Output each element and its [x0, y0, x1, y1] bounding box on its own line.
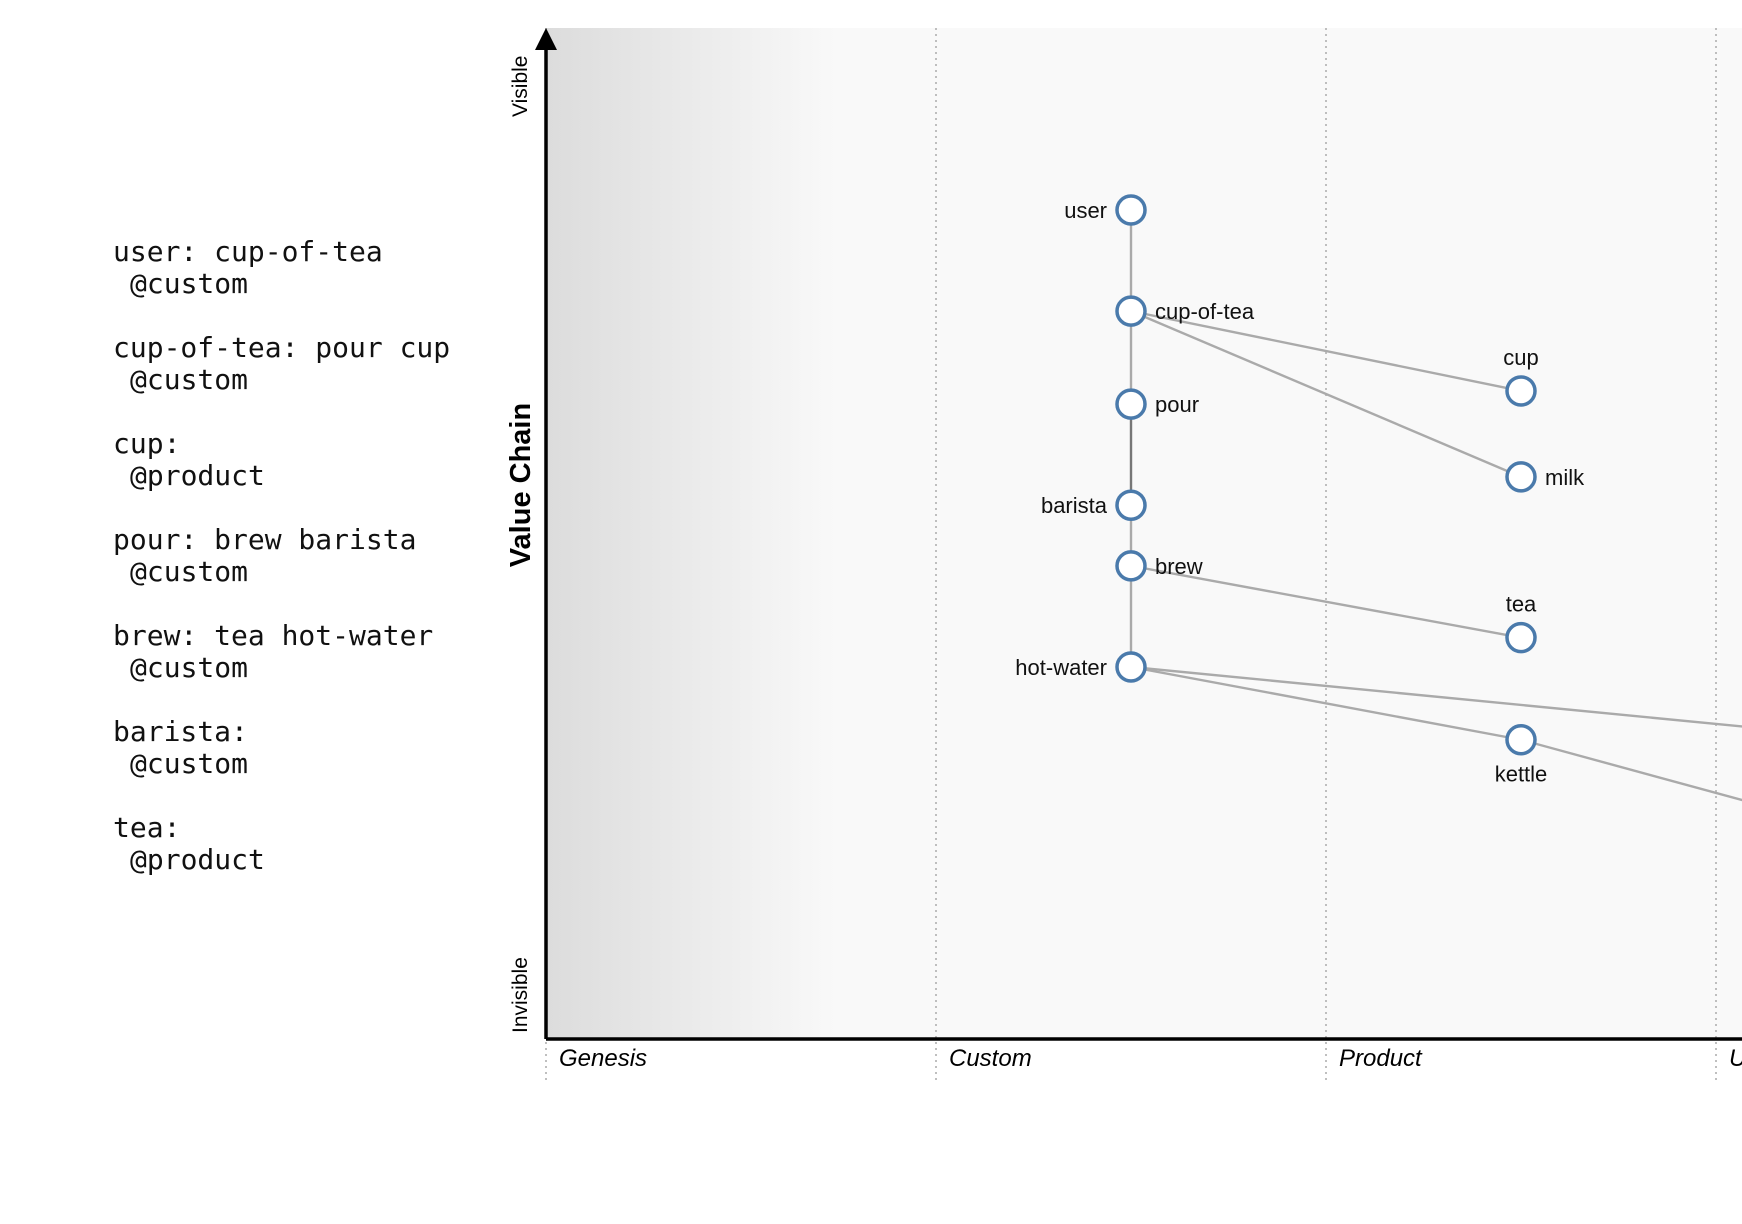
link-hot-water-to-kettle: [1130, 665, 1522, 741]
stage-label: Custom: [949, 1045, 1032, 1072]
component-label-pour: pour: [1155, 392, 1199, 417]
stage-label: Genesis: [559, 1045, 647, 1072]
component-label-user: user: [1064, 198, 1107, 223]
axes: [535, 28, 1742, 1041]
component-node-brew[interactable]: [1115, 550, 1147, 582]
dependency-links: [1129, 209, 1742, 802]
link-brew-to-tea: [1130, 564, 1522, 639]
source-block: cup: @product: [113, 428, 483, 492]
source-tag: @custom: [130, 267, 249, 300]
source-tag: @custom: [130, 747, 249, 780]
y-axis-invisible-label: Invisible: [509, 957, 532, 1033]
component-node-cup-of-tea[interactable]: [1115, 295, 1147, 327]
component-label-kettle: kettle: [1495, 762, 1548, 787]
source-tag: @product: [130, 459, 265, 492]
source-line: cup-of-tea: pour cup: [113, 331, 451, 364]
map-source-text: user: cup-of-tea @custom cup-of-tea: pour …: [113, 236, 483, 908]
source-block: brew: tea hot-water @custom: [113, 620, 483, 684]
component-node-user[interactable]: [1115, 194, 1147, 226]
y-axis-arrowhead: [535, 28, 557, 50]
components: user cup-of-tea pour barista brew hot-water cu…: [1015, 194, 1585, 787]
y-axis-title: Value Chain: [505, 403, 537, 567]
component-label-brew: brew: [1155, 554, 1203, 579]
component-label-hot-water: hot-water: [1015, 655, 1107, 680]
source-block: user: cup-of-tea @custom: [113, 236, 483, 300]
source-tag: @custom: [130, 555, 249, 588]
link-hot-water-to-offchart: [1130, 665, 1742, 728]
source-block: cup-of-tea: pour cup @custom: [113, 332, 483, 396]
component-node-hot-water[interactable]: [1115, 651, 1147, 683]
source-line: user: cup-of-tea: [113, 235, 383, 268]
link-cup-of-tea-to-milk: [1130, 309, 1522, 478]
component-node-milk[interactable]: [1505, 461, 1537, 493]
source-block: pour: brew barista @custom: [113, 524, 483, 588]
component-label-milk: milk: [1545, 465, 1585, 490]
component-node-tea[interactable]: [1505, 621, 1537, 654]
stage-label: Product: [1339, 1045, 1423, 1072]
source-line: brew: tea hot-water: [113, 619, 434, 652]
component-label-tea: tea: [1506, 592, 1537, 617]
source-block: barista: @custom: [113, 716, 483, 780]
component-node-cup[interactable]: [1505, 375, 1537, 407]
component-node-kettle[interactable]: [1505, 723, 1537, 756]
component-node-pour[interactable]: [1115, 388, 1147, 420]
source-line: pour: brew barista: [113, 523, 417, 556]
y-axis-visible-label: Visible: [509, 56, 532, 117]
component-label-cup-of-tea: cup-of-tea: [1155, 299, 1255, 324]
source-line: barista:: [113, 715, 248, 748]
genesis-shading: [546, 28, 836, 1039]
source-line: cup:: [113, 427, 181, 460]
component-label-cup: cup: [1503, 345, 1538, 370]
stage-label: U: [1729, 1045, 1742, 1072]
source-tag: @product: [130, 843, 265, 876]
source-tag: @custom: [130, 651, 249, 684]
link-cup-of-tea-to-cup: [1130, 309, 1522, 393]
component-label-barista: barista: [1041, 493, 1108, 518]
link-kettle-to-offchart: [1520, 738, 1742, 802]
component-node-barista[interactable]: [1115, 489, 1147, 521]
source-line: tea:: [113, 811, 181, 844]
source-block: tea: @product: [113, 812, 483, 876]
source-tag: @custom: [130, 363, 249, 396]
